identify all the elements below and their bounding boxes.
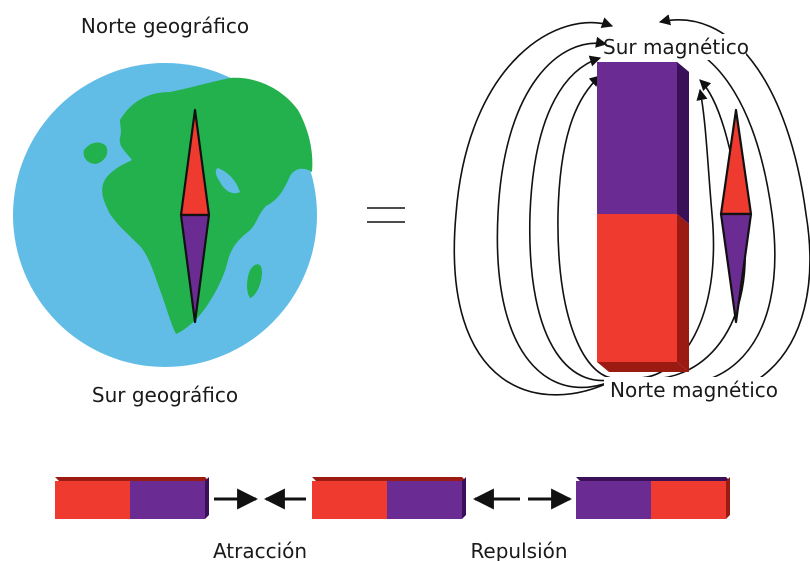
equals-sign xyxy=(367,207,405,223)
magnet-bottom-face xyxy=(597,362,689,372)
repulsion-label: Repulsión xyxy=(470,539,567,561)
arabian-coast xyxy=(215,168,240,194)
magnet-north-pole xyxy=(597,214,677,362)
attraction-label: Atracción xyxy=(213,539,307,561)
mag-south-label: Sur magnético xyxy=(603,35,749,59)
island-left xyxy=(83,142,108,164)
mag-north-label: Norte magnético xyxy=(610,378,778,402)
magnet-side-red xyxy=(677,214,689,372)
magnet2-south xyxy=(387,481,462,519)
magnet-compass-needle xyxy=(719,108,753,324)
magnet3-south xyxy=(576,481,651,519)
needle-south-half xyxy=(179,213,211,324)
bar-magnet-vertical xyxy=(597,62,689,372)
geo-north-label: Norte geográfico xyxy=(81,14,249,38)
madagascar xyxy=(247,264,262,298)
earth-globe xyxy=(13,63,317,367)
magnet-south-pole xyxy=(597,62,677,214)
globe-compass-needle xyxy=(179,108,211,324)
magnet-side-purple xyxy=(677,62,689,224)
magnet1-north xyxy=(55,481,130,519)
geo-south-label: Sur geográfico xyxy=(92,383,238,407)
magnet1-south xyxy=(130,481,205,519)
magnet3-north xyxy=(651,481,726,519)
magnet-pair-repulsion xyxy=(472,477,730,519)
magnet-pair-attraction xyxy=(55,477,466,519)
magnet2-north xyxy=(312,481,387,519)
